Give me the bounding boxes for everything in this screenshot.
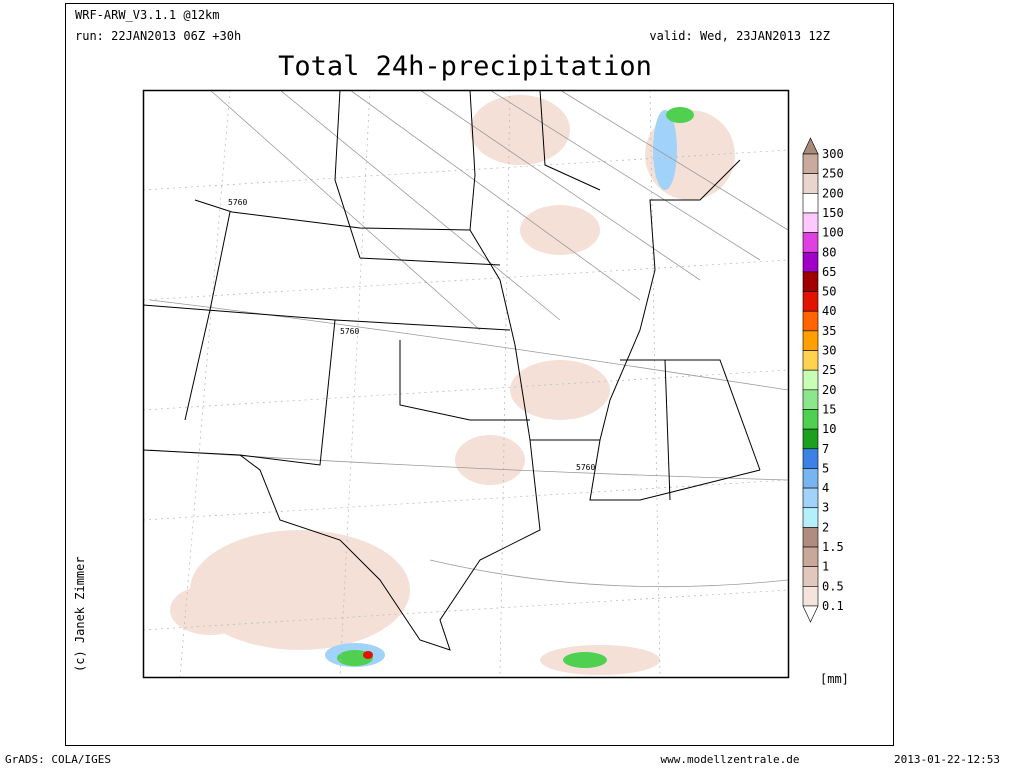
colorbar-box: [802, 330, 819, 351]
map: 5760 5760 5760: [142, 89, 790, 679]
colorbar-label: 25: [822, 363, 836, 377]
colorbar-label: 20: [822, 383, 836, 397]
colorbar-label: 35: [822, 324, 836, 338]
colorbar-end: [802, 605, 819, 623]
colorbar-label: 7: [822, 442, 829, 456]
colorbar-label: 50: [822, 285, 836, 299]
colorbar-box: [802, 350, 819, 371]
colorbar-label: 80: [822, 245, 836, 259]
colorbar-box: [802, 566, 819, 587]
colorbar-label: 5: [822, 461, 829, 475]
colorbar-box: [802, 468, 819, 489]
colorbar-label: 200: [822, 186, 844, 200]
colorbar-box: [802, 193, 819, 214]
footer-center: www.modellzentrale.de: [660, 753, 799, 766]
contour-label: 5760: [228, 198, 247, 207]
colorbar-box: [802, 310, 819, 332]
model-label: WRF-ARW_V3.1.1 @12km: [75, 8, 220, 22]
colorbar-box: [802, 251, 819, 273]
colorbar-label: 100: [822, 226, 844, 240]
colorbar-label: 40: [822, 304, 836, 318]
colorbar-label: 0.1: [822, 599, 844, 613]
colorbar-box: [802, 389, 819, 410]
run-label: run: 22JAN2013 06Z +30h: [75, 29, 241, 43]
footer-left: GrADS: COLA/IGES: [5, 753, 111, 766]
colorbar-label: 15: [822, 402, 836, 416]
colorbar-box: [802, 428, 819, 450]
colorbar-label: 300: [822, 147, 844, 161]
colorbar-box: [802, 409, 819, 430]
contour-label: 5760: [340, 327, 359, 336]
footer-right: 2013-01-22-12:53: [894, 753, 1000, 766]
colorbar-label: 30: [822, 344, 836, 358]
colorbar-box: [802, 487, 819, 509]
colorbar-label: 65: [822, 265, 836, 279]
colorbar-box: [802, 546, 819, 567]
colorbar-box: [802, 507, 819, 528]
colorbar-label: 1.5: [822, 540, 844, 554]
colorbar-box: [802, 527, 819, 548]
title: Total 24h-precipitation: [278, 51, 652, 82]
unit-label: [mm]: [820, 672, 849, 686]
colorbar-label: 1: [822, 560, 829, 574]
colorbar-label: 0.5: [822, 579, 844, 593]
credit: (c) Janek Zimmer: [73, 556, 87, 672]
colorbar-label: 150: [822, 206, 844, 220]
colorbar-label: 3: [822, 501, 829, 515]
colorbar-box: [802, 212, 819, 233]
colorbar-box: [802, 369, 819, 391]
colorbar-box: [802, 586, 819, 607]
colorbar-box: [802, 173, 819, 194]
colorbar-label: 10: [822, 422, 836, 436]
colorbar-box: [802, 153, 819, 174]
contour-label: 5760: [576, 463, 595, 472]
colorbar-label: 2: [822, 520, 829, 534]
colorbar-box: [802, 232, 819, 253]
colorbar-label: 4: [822, 481, 829, 495]
colorbar-box: [802, 448, 819, 469]
valid-label: valid: Wed, 23JAN2013 12Z: [649, 29, 830, 43]
colorbar-box: [802, 291, 819, 312]
colorbar-box: [802, 271, 819, 292]
colorbar-label: 250: [822, 167, 844, 181]
colorbar: 300 250 200 150 100 80 65 50 40 35 30 25 20 15 10 7 5 4 3 2…: [802, 137, 844, 623]
